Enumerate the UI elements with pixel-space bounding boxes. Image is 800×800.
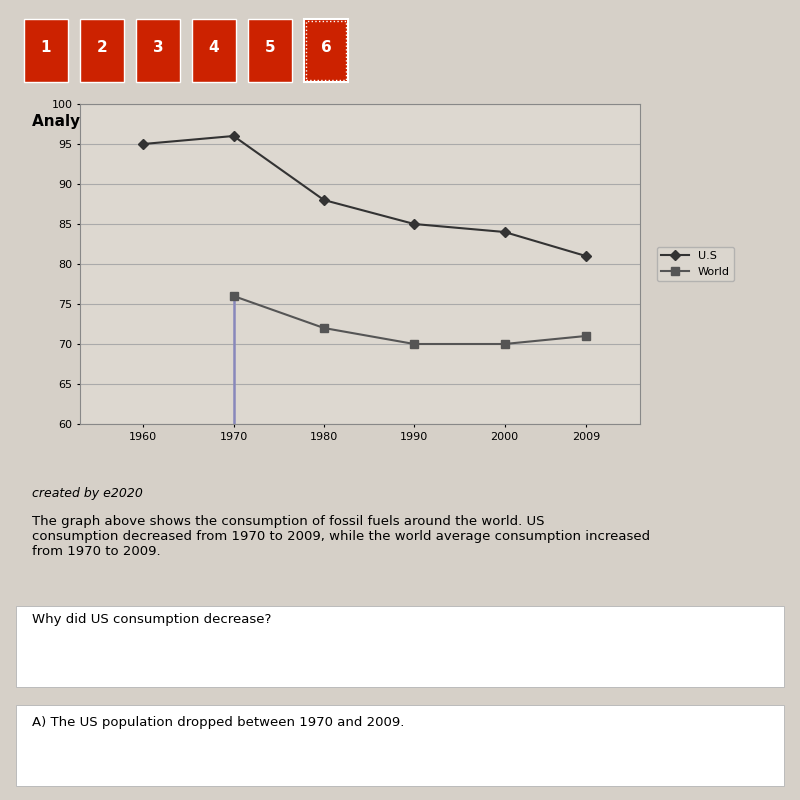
Text: Analyze the graph below and answer the question that follows.: Analyze the graph below and answer the q… [32, 114, 577, 129]
Text: 3: 3 [153, 41, 163, 55]
FancyBboxPatch shape [304, 19, 348, 82]
U.S [410, 219, 419, 229]
U.S [500, 227, 510, 237]
FancyBboxPatch shape [16, 606, 784, 687]
World [581, 331, 590, 341]
FancyBboxPatch shape [248, 19, 292, 82]
Text: A) The US population dropped between 1970 and 2009.: A) The US population dropped between 197… [32, 715, 404, 729]
U.S [319, 195, 329, 205]
Legend: U.S, World: U.S, World [657, 246, 734, 282]
World [500, 339, 510, 349]
FancyBboxPatch shape [24, 19, 68, 82]
U.S [581, 251, 590, 261]
Text: 5: 5 [265, 41, 275, 55]
Line: World: World [230, 292, 590, 348]
Text: Why did US consumption decrease?: Why did US consumption decrease? [32, 614, 271, 626]
FancyBboxPatch shape [80, 19, 124, 82]
FancyBboxPatch shape [16, 705, 784, 786]
FancyBboxPatch shape [136, 19, 180, 82]
Text: 2: 2 [97, 41, 107, 55]
World [229, 291, 238, 301]
FancyBboxPatch shape [192, 19, 236, 82]
Line: U.S: U.S [140, 133, 590, 259]
U.S [229, 131, 238, 141]
Text: 4: 4 [209, 41, 219, 55]
World [410, 339, 419, 349]
World [319, 323, 329, 333]
Text: The graph above shows the consumption of fossil fuels around the world. US
consu: The graph above shows the consumption of… [32, 515, 650, 558]
Text: 6: 6 [321, 41, 331, 55]
U.S [138, 139, 148, 149]
Text: created by e2020: created by e2020 [32, 486, 143, 500]
Text: 1: 1 [41, 41, 51, 55]
